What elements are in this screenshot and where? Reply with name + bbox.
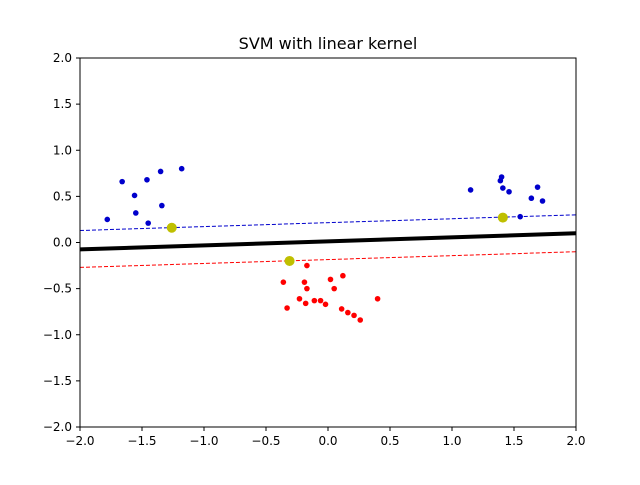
class-positive-point-12	[500, 185, 506, 191]
decision-boundary-line	[80, 231, 576, 252]
y-tick-label-8: 2.0	[53, 51, 72, 65]
class-negative-point-5	[304, 285, 310, 292]
class-positive-point-6	[157, 168, 164, 175]
class-negative-point-2	[296, 295, 303, 302]
class-negative-point-8	[317, 297, 324, 304]
class-positive-point-7	[159, 202, 165, 209]
class-negative-point-14	[345, 309, 351, 316]
class-negative-point-3	[301, 279, 308, 285]
class-negative-point-0	[280, 279, 287, 285]
class-positive-point-5	[145, 220, 151, 226]
axes: −2.0 −1.5 −1.0 −0.5 0.0 0.5 1.0 1.5 2.0 −2.0 −1.5 −…	[43, 51, 586, 448]
x-tick-label-0: −2.0	[65, 434, 94, 448]
x-tick-label-7: 1.5	[504, 434, 523, 448]
y-tick-label-3: −0.5	[43, 282, 72, 296]
class-positive-point-2	[131, 192, 138, 199]
class-positive-point-15	[528, 195, 535, 202]
class-negative-point-9	[322, 301, 329, 308]
y-tick-label-6: 1.0	[53, 143, 72, 157]
class-positive-point-17	[539, 198, 546, 204]
class-negative-point-11	[331, 285, 338, 292]
class-positive-point-16	[534, 184, 541, 190]
class-negative-point-6	[304, 262, 310, 269]
y-tick-label-1: −1.5	[43, 374, 72, 388]
chart-title: SVM with linear kernel	[239, 34, 418, 53]
class-positive-point-3	[133, 210, 139, 216]
y-tick-label-7: 1.5	[53, 97, 72, 111]
support-vectors-point-2	[284, 255, 295, 266]
class-positive-point-0	[104, 216, 111, 223]
x-tick-label-8: 2.0	[566, 434, 585, 448]
class-negative-point-4	[302, 300, 309, 307]
x-tick-label-1: −1.5	[127, 434, 156, 448]
class-positive-point-11	[498, 174, 505, 180]
support-vectors-point-0	[166, 222, 177, 233]
y-tick-label-5: 0.5	[53, 189, 72, 203]
y-tick-label-0: −2.0	[43, 420, 72, 434]
x-tick-label-2: −1.0	[189, 434, 218, 448]
class-positive-point-14	[517, 213, 523, 220]
x-tick-label-5: 0.5	[380, 434, 399, 448]
y-tick-label-4: 0.0	[53, 236, 72, 250]
y-tick-label-2: −1.0	[43, 328, 72, 342]
class-negative-point-16	[357, 317, 364, 323]
plot-area	[80, 165, 576, 323]
class-positive-point-13	[506, 188, 512, 195]
class-negative-point-17	[374, 295, 381, 302]
plot-content	[80, 165, 576, 323]
class-negative-point-15	[351, 312, 357, 319]
margin-positive-line	[80, 214, 576, 232]
class-positive-point-8	[178, 165, 185, 172]
class-negative-point-12	[338, 306, 345, 312]
margin-negative-line	[80, 251, 576, 268]
class-negative-point-7	[311, 297, 318, 304]
class-negative-point-13	[340, 272, 346, 279]
class-negative-point-1	[284, 305, 290, 311]
class-positive-point-4	[144, 176, 150, 183]
class-negative-point-10	[327, 276, 334, 283]
x-tick-label-6: 1.0	[442, 434, 461, 448]
class-positive-point-1	[119, 178, 125, 185]
x-tick-label-4: 0.0	[318, 434, 337, 448]
class-positive-point-9	[467, 187, 474, 193]
support-vectors-point-1	[497, 212, 508, 223]
x-tick-label-3: −0.5	[251, 434, 280, 448]
